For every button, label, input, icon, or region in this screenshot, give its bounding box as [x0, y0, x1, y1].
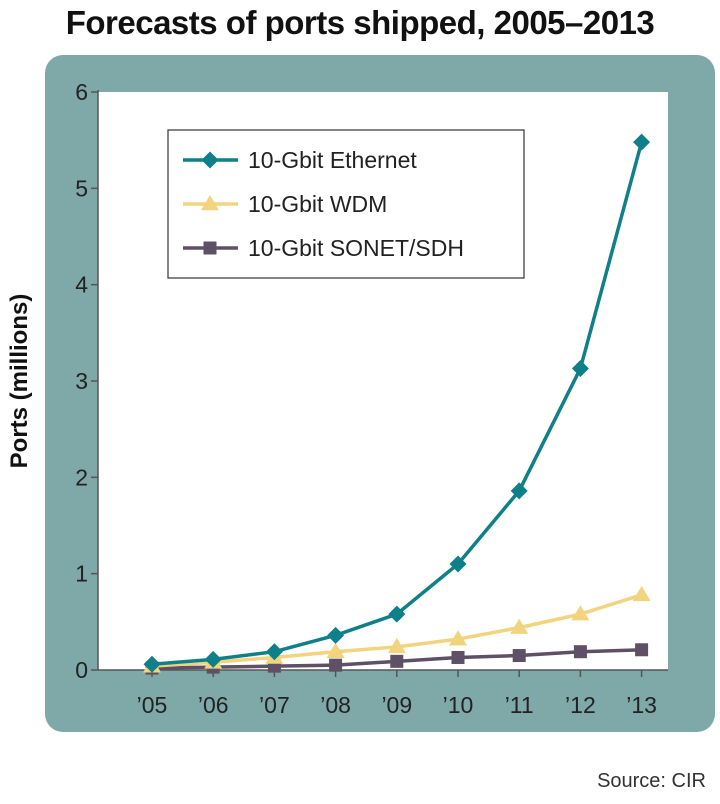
data-point-wdm — [326, 642, 345, 658]
legend-label-sonet: 10-Gbit SONET/SDH — [248, 235, 464, 261]
y-tick-label: 0 — [75, 657, 88, 683]
chart-title: Forecasts of ports shipped, 2005–2013 — [65, 4, 655, 41]
data-point-ethernet — [388, 605, 406, 623]
x-tick-label: ’08 — [320, 692, 351, 718]
data-point-wdm — [510, 618, 529, 634]
y-axis-label: Ports (millions) — [6, 294, 33, 469]
data-point-ethernet — [204, 650, 222, 668]
data-point-sonet — [635, 643, 649, 657]
data-point-ethernet — [449, 555, 467, 573]
data-point-sonet — [451, 650, 465, 664]
data-point-sonet — [573, 645, 587, 659]
y-tick-label: 2 — [75, 464, 88, 490]
x-tick-label: ’07 — [259, 692, 290, 718]
data-point-sonet — [512, 649, 526, 663]
x-tick-label: ’12 — [565, 692, 596, 718]
data-point-sonet — [390, 654, 404, 668]
legend-label-ethernet: 10-Gbit Ethernet — [248, 147, 417, 173]
legend-marker-sonet — [203, 241, 217, 255]
legend-label-wdm: 10-Gbit WDM — [248, 191, 387, 217]
legend-marker-ethernet — [201, 151, 219, 169]
data-point-ethernet — [265, 643, 283, 661]
data-point-ethernet — [327, 626, 345, 644]
data-point-wdm — [571, 605, 590, 621]
y-tick-label: 1 — [75, 561, 88, 587]
data-point-ethernet — [571, 359, 589, 377]
y-tick-label: 4 — [75, 272, 88, 298]
source-note: Source: CIR — [597, 770, 706, 792]
data-point-wdm — [632, 585, 651, 602]
data-point-ethernet — [510, 482, 528, 500]
data-point-wdm — [449, 630, 467, 646]
y-tick-label: 3 — [75, 368, 88, 394]
data-point-ethernet — [633, 133, 651, 151]
legend-marker-wdm — [201, 195, 219, 211]
x-tick-label: ’05 — [137, 692, 168, 718]
data-point-sonet — [329, 658, 343, 672]
data-point-ethernet — [143, 655, 161, 673]
data-point-wdm — [387, 637, 406, 654]
y-tick-label: 5 — [75, 175, 88, 201]
x-tick-label: ’13 — [626, 692, 657, 718]
x-tick-label: ’11 — [505, 692, 534, 718]
x-tick-label: ’06 — [198, 692, 229, 718]
y-tick-label: 6 — [75, 79, 88, 105]
x-tick-label: ’09 — [381, 692, 412, 718]
x-tick-label: ’10 — [443, 692, 474, 718]
